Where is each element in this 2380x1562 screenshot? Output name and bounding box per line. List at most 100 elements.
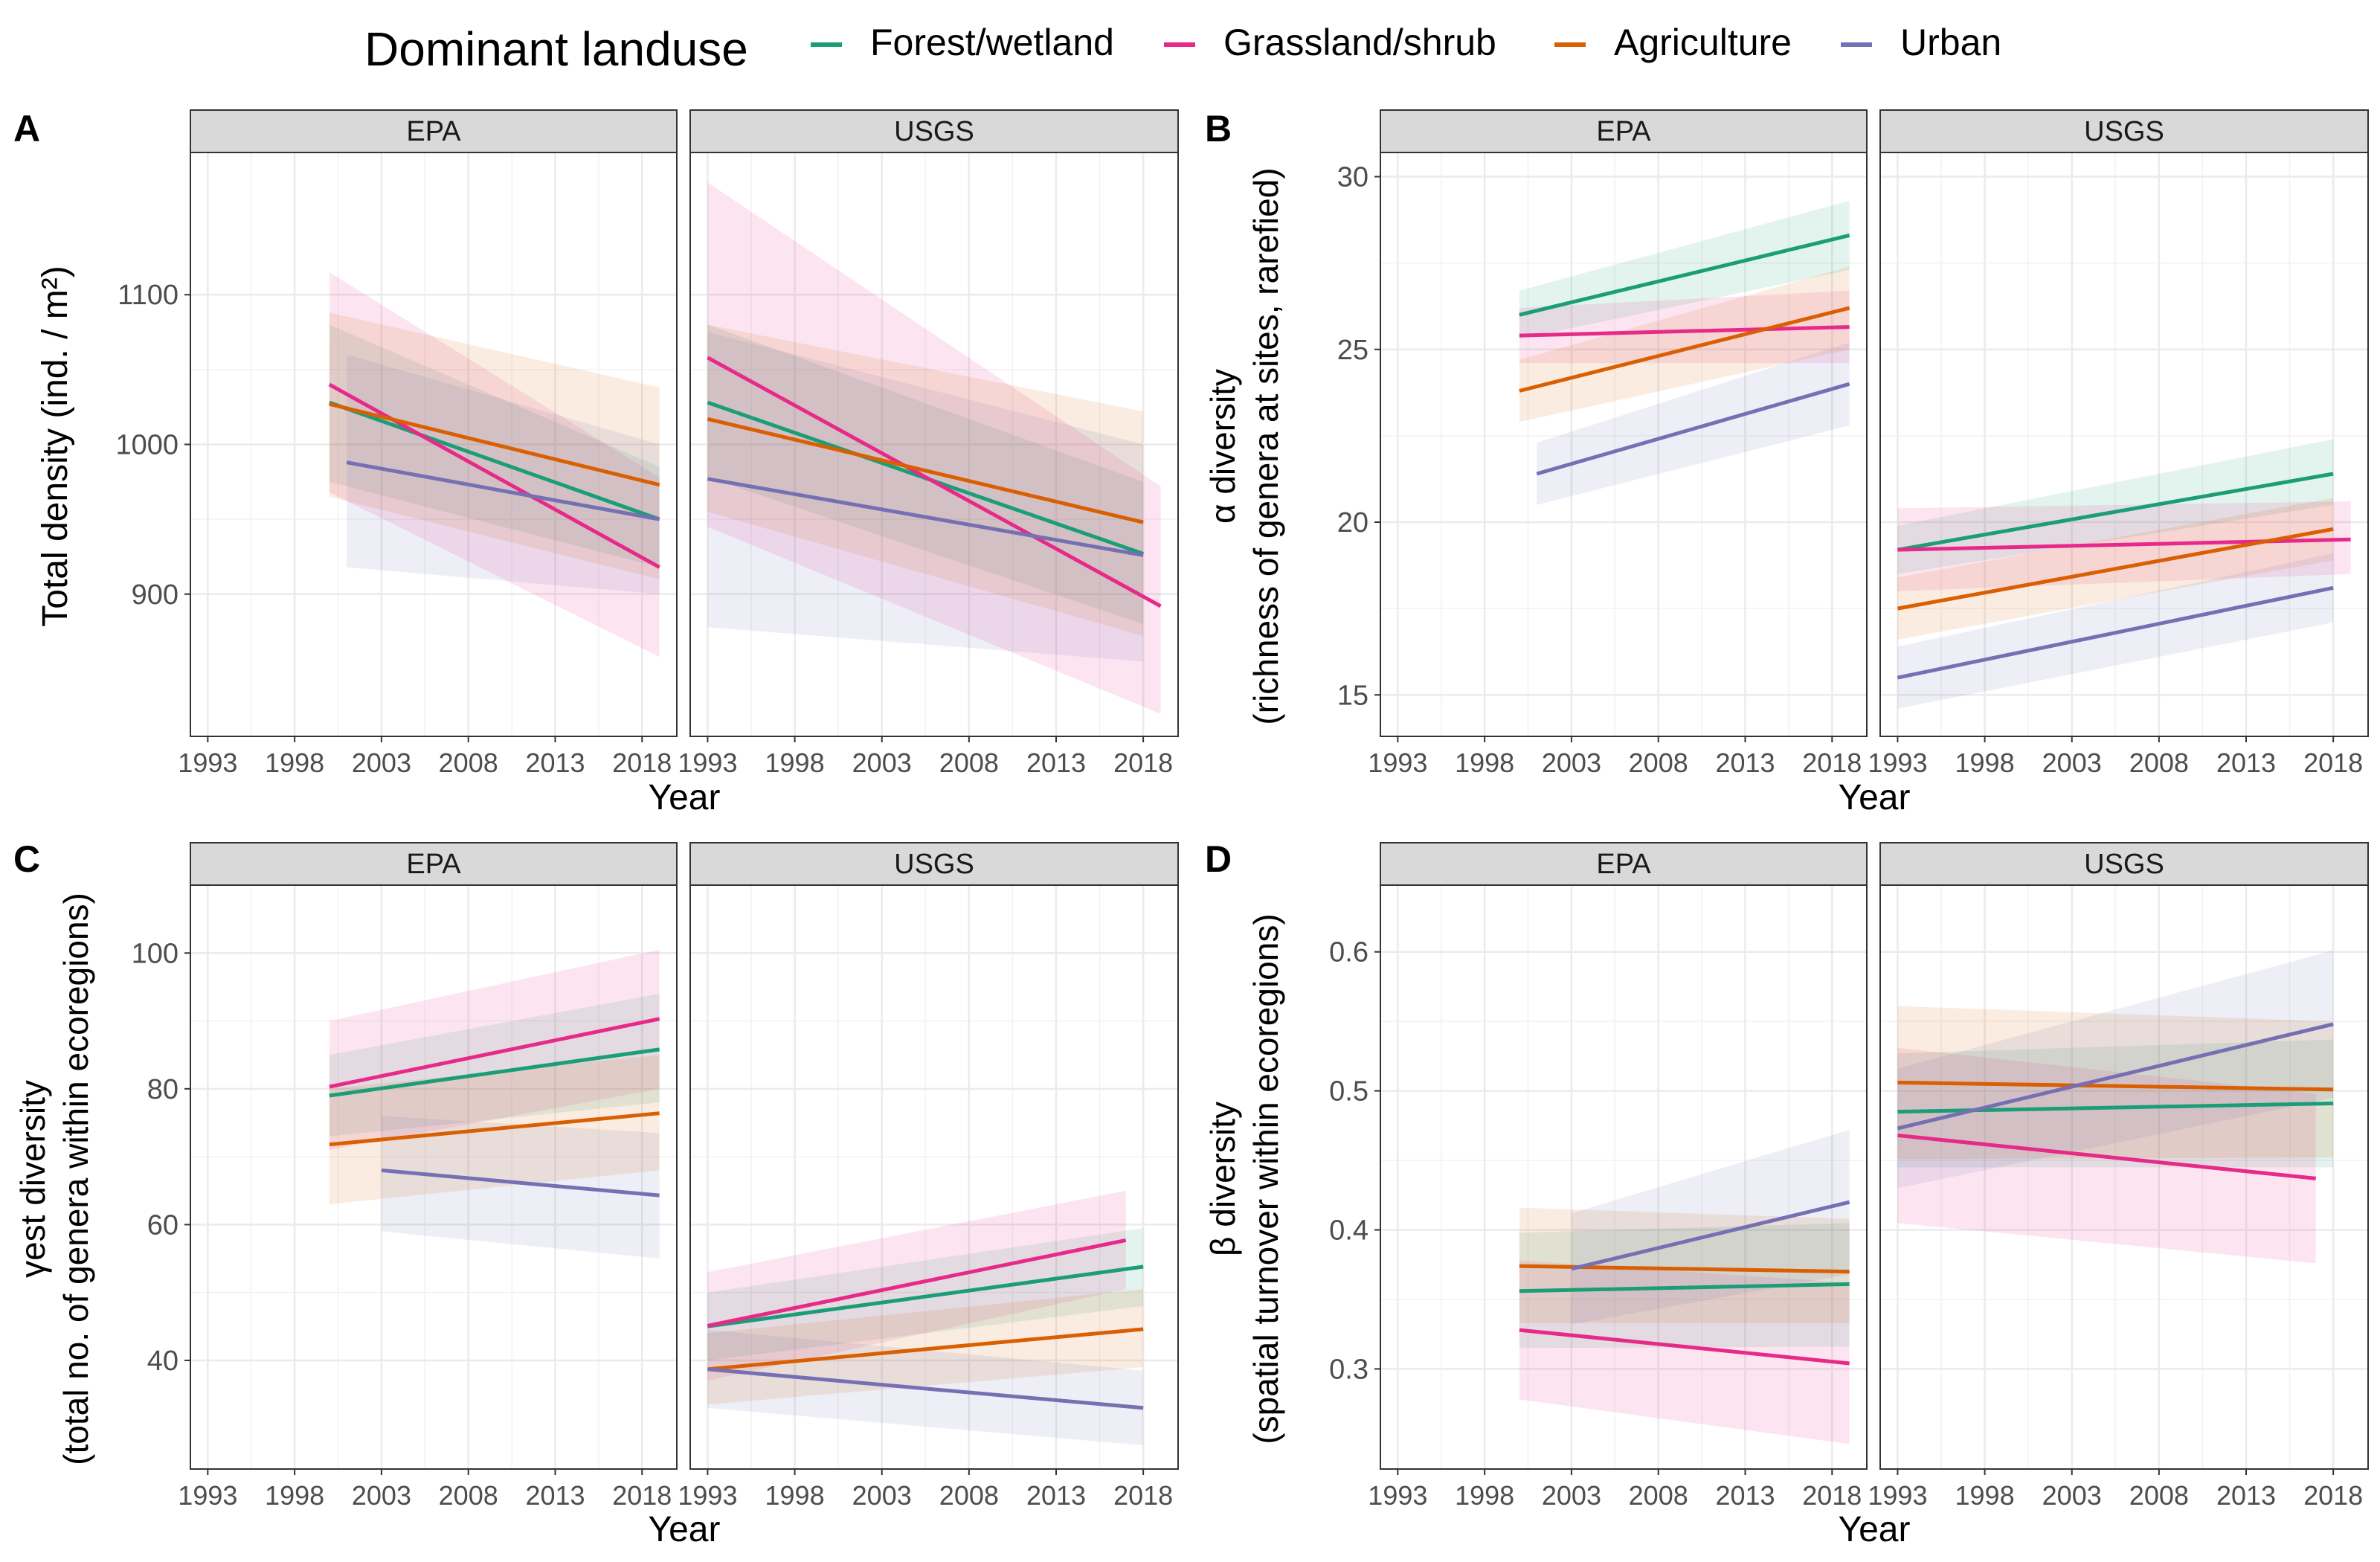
facet-strip [1879,842,2369,886]
trend-line-urban [346,460,660,521]
confidence-band-agriculture [707,324,1144,637]
y-tick-label: 25 [1337,335,1368,366]
y-axis-label: γest diversity (total no. of genera withi… [13,893,95,1465]
trend-line-agriculture [1897,1080,2334,1092]
x-tick-label: 2013 [1715,1480,1775,1511]
trend-line-urban [707,1367,1144,1410]
confidence-band-forest-wetland [1519,1223,1850,1349]
plot-area [690,885,1178,1469]
panel-A-epa: EPA 1993 1998 2003 2008 2013 2018 [178,109,678,778]
x-tick-label: 1993 [678,1480,737,1511]
confidence-band-urban [347,354,660,594]
grid-lines [1880,885,2368,1469]
trend-lines [707,1238,1144,1410]
trend-line-urban [1897,585,2334,680]
panels: A 900 1000 1100 Total density (ind. / m²) Yea… [13,108,2369,1549]
x-tick-label: 1993 [678,748,737,778]
facet-strip [1380,842,1868,886]
x-axis-label: Year [1839,1510,1911,1549]
panel-border [1879,152,2369,737]
facet-strip [689,842,1179,886]
panel-label-C: C [13,838,40,880]
legend-item-urban: Urban [1841,22,2001,63]
panel-border [1879,884,2369,1470]
trend-line-agriculture [329,402,660,487]
panel-border [689,152,1179,737]
trend-line-grassland-shrub [707,1238,1127,1328]
confidence-bands [1519,201,1850,505]
confidence-band-grassland-shrub [1519,1260,1850,1444]
confidence-bands [707,182,1161,714]
legend-item-forest-wetland: Forest/wetland [811,22,1114,63]
trend-line-grassland-shrub [1519,1328,1850,1366]
legend: Dominant landuse Forest/wetland Grassland… [364,22,2001,76]
x-tick-label: 1998 [1955,1480,2015,1511]
trend-line-grassland-shrub [328,382,660,569]
legend-title: Dominant landuse [364,22,748,76]
trend-line-grassland-shrub [329,1017,660,1089]
chart-B: B 15 20 25 30 α diversity (richness of genera … [1203,108,2369,817]
y-tick-label: 0.4 [1329,1215,1368,1247]
y-axis-label-line-1: α diversity [1203,369,1242,524]
y-axis-label: β diversity (spatial turnover within ecor… [1203,913,1285,1444]
grid-lines [690,885,1178,1469]
x-tick-label: 2003 [1542,1480,1601,1511]
trend-line-urban [707,477,1144,557]
trend-line-urban [1536,382,1850,476]
x-tick-label: 2018 [2303,748,2363,778]
panel-D-usgs: USGS 1993 1998 2003 2008 2013 2018 [1868,842,2369,1511]
panel-border [1380,884,1868,1470]
x-tick-label: 2013 [525,748,585,778]
legend-item-grassland-shrub: Grassland/shrub [1164,22,1496,63]
x-tick-label: 2003 [352,1480,411,1511]
x-tick-label: 2008 [439,1480,498,1511]
x-tick-label: 1993 [178,1480,237,1511]
legend-label-urban: Urban [1900,22,2001,63]
x-tick-label: 2013 [1026,748,1086,778]
panel-C-usgs: USGS 1993 1998 2003 2008 2013 2018 [678,842,1179,1511]
y-tick-label: 20 [1337,507,1368,539]
x-tick-label: 2013 [1715,748,1775,778]
y-axis-label: α diversity (richness of genera at sites,… [1203,167,1285,724]
x-tick-label: 2003 [852,1480,912,1511]
x-tick-label: 2018 [1113,1480,1173,1511]
trend-line-forest-wetland [707,1264,1144,1328]
facet-strip [190,842,678,886]
y-tick-label: 1100 [118,280,178,311]
trend-lines [707,356,1162,608]
facet-strip [1879,109,2369,153]
grid-lines [1380,885,1867,1469]
y-tick-label: 900 [132,579,178,611]
trend-line-urban [1897,1022,2334,1131]
plot-area [1380,885,1867,1469]
x-tick-label: 2018 [1113,748,1173,778]
facet-strip [190,109,678,153]
x-tick-label: 1998 [1455,1480,1514,1511]
grid-lines [1380,152,1867,736]
panel-B-usgs: USGS 1993 1998 2003 2008 2013 2018 [1868,109,2369,778]
panel-border [1380,152,1868,737]
y-tick-label: 80 [147,1074,178,1105]
y-tick-label: 100 [132,938,178,969]
confidence-band-agriculture [1519,1207,1850,1323]
chart-A: A 900 1000 1100 Total density (ind. / m²) Yea… [13,108,1179,817]
trend-line-forest-wetland [1519,1282,1850,1293]
confidence-band-forest-wetland [329,994,660,1137]
x-tick-label: 1993 [1368,1480,1427,1511]
trend-line-agriculture [707,1327,1144,1372]
y-tick-label: 0.6 [1329,937,1368,968]
x-tick-label: 1998 [765,1480,825,1511]
confidence-band-grassland-shrub [329,949,660,1150]
x-tick-label: 1998 [765,748,825,778]
y-axis-label-line-1: γest diversity [13,1080,52,1278]
y-tick-label: 15 [1337,680,1368,711]
facet-strip-label: USGS [2084,849,2164,880]
facet-strip-label: EPA [406,849,461,880]
confidence-band-urban [1537,342,1850,505]
panel-B-epa: EPA 1993 1998 2003 2008 2013 2018 [1368,109,1868,778]
x-tick-label: 2008 [439,748,498,778]
confidence-band-urban [1571,1130,1850,1325]
legend-label-forest-wetland: Forest/wetland [870,22,1114,63]
y-tick-label: 60 [147,1209,178,1241]
